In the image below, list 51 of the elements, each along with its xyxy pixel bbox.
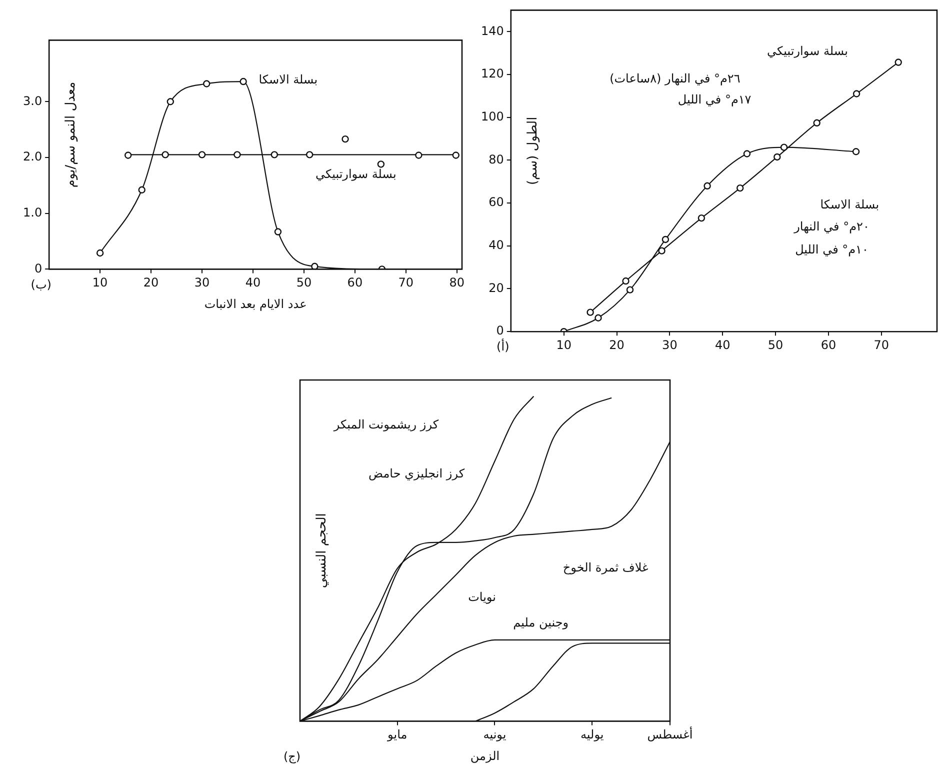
annotation: بسلة سوارتبيكي <box>767 44 848 58</box>
text: (أ) <box>496 338 510 354</box>
y-tick-label: 2.0 <box>22 150 42 164</box>
annotation: ١٧م° في الليل <box>678 92 752 106</box>
y-tick-label: 0 <box>496 324 504 338</box>
y-axis-title: الطول (سم) <box>525 116 540 186</box>
x-tick-label: 50 <box>296 276 312 290</box>
x-tick-label: 30 <box>662 338 678 352</box>
x-tick-label: أغسطس <box>647 726 693 742</box>
x-tick-label: 40 <box>714 338 730 352</box>
text: (ب) <box>30 277 52 292</box>
annotation: ٢٦م° في النهار (٨ساعات) <box>610 72 740 86</box>
y-tick-label: 120 <box>481 66 504 81</box>
x-tick-label: 20 <box>609 338 624 352</box>
y-tick-label: 0 <box>34 261 42 276</box>
y-tick-label: 1.0 <box>22 205 42 220</box>
text: (ج) <box>283 749 301 764</box>
annotation: كرز ريشمونت المبكر <box>332 418 439 432</box>
x-tick-label: مايو <box>386 728 408 742</box>
x-tick-label: 60 <box>347 276 363 290</box>
x-tick-label: 20 <box>143 276 159 290</box>
annotation: بسلة الاسكا <box>258 72 318 87</box>
annotation: غلاف ثمرة الخوخ <box>562 560 648 574</box>
annotation: كرز انجليزي حامض <box>368 466 465 480</box>
y-tick-label: 40 <box>488 238 504 252</box>
annotation: ١٠م° في الليل <box>795 242 868 256</box>
x-axis-title: عدد الايام بعد الانبات <box>204 296 307 311</box>
x-tick-label: 10 <box>92 276 108 290</box>
x-tick-label: يونيه <box>483 728 506 742</box>
y-tick-label: 140 <box>481 24 504 38</box>
annotation: بسلة الاسكا <box>820 197 880 212</box>
y-tick-label: 80 <box>488 152 504 166</box>
annotation: نويات <box>468 590 496 604</box>
x-tick-label: 50 <box>768 338 784 352</box>
x-tick-label: 80 <box>449 276 465 290</box>
annotation: وجنين مليم <box>513 616 569 630</box>
x-tick-label: 10 <box>556 338 572 352</box>
x-tick-label: 30 <box>194 276 210 290</box>
y-axis-title: معدل النمو سم/يوم <box>63 82 78 188</box>
x-axis-title: الزمن <box>470 748 500 763</box>
y-tick-label: 60 <box>488 195 504 210</box>
y-tick-label: 3.0 <box>22 94 42 108</box>
x-tick-label: 40 <box>245 276 261 290</box>
x-tick-label: 70 <box>398 276 414 290</box>
x-tick-label: 70 <box>874 338 890 352</box>
y-tick-label: 100 <box>481 109 504 124</box>
annotation: بسلة سوارتبيكي <box>315 166 396 181</box>
annotation: ٢٠م° في النهار <box>793 219 870 234</box>
y-axis-title: الحجم النسبي <box>314 513 330 588</box>
x-tick-label: 60 <box>820 338 836 352</box>
x-tick-label: يوليه <box>580 728 604 742</box>
